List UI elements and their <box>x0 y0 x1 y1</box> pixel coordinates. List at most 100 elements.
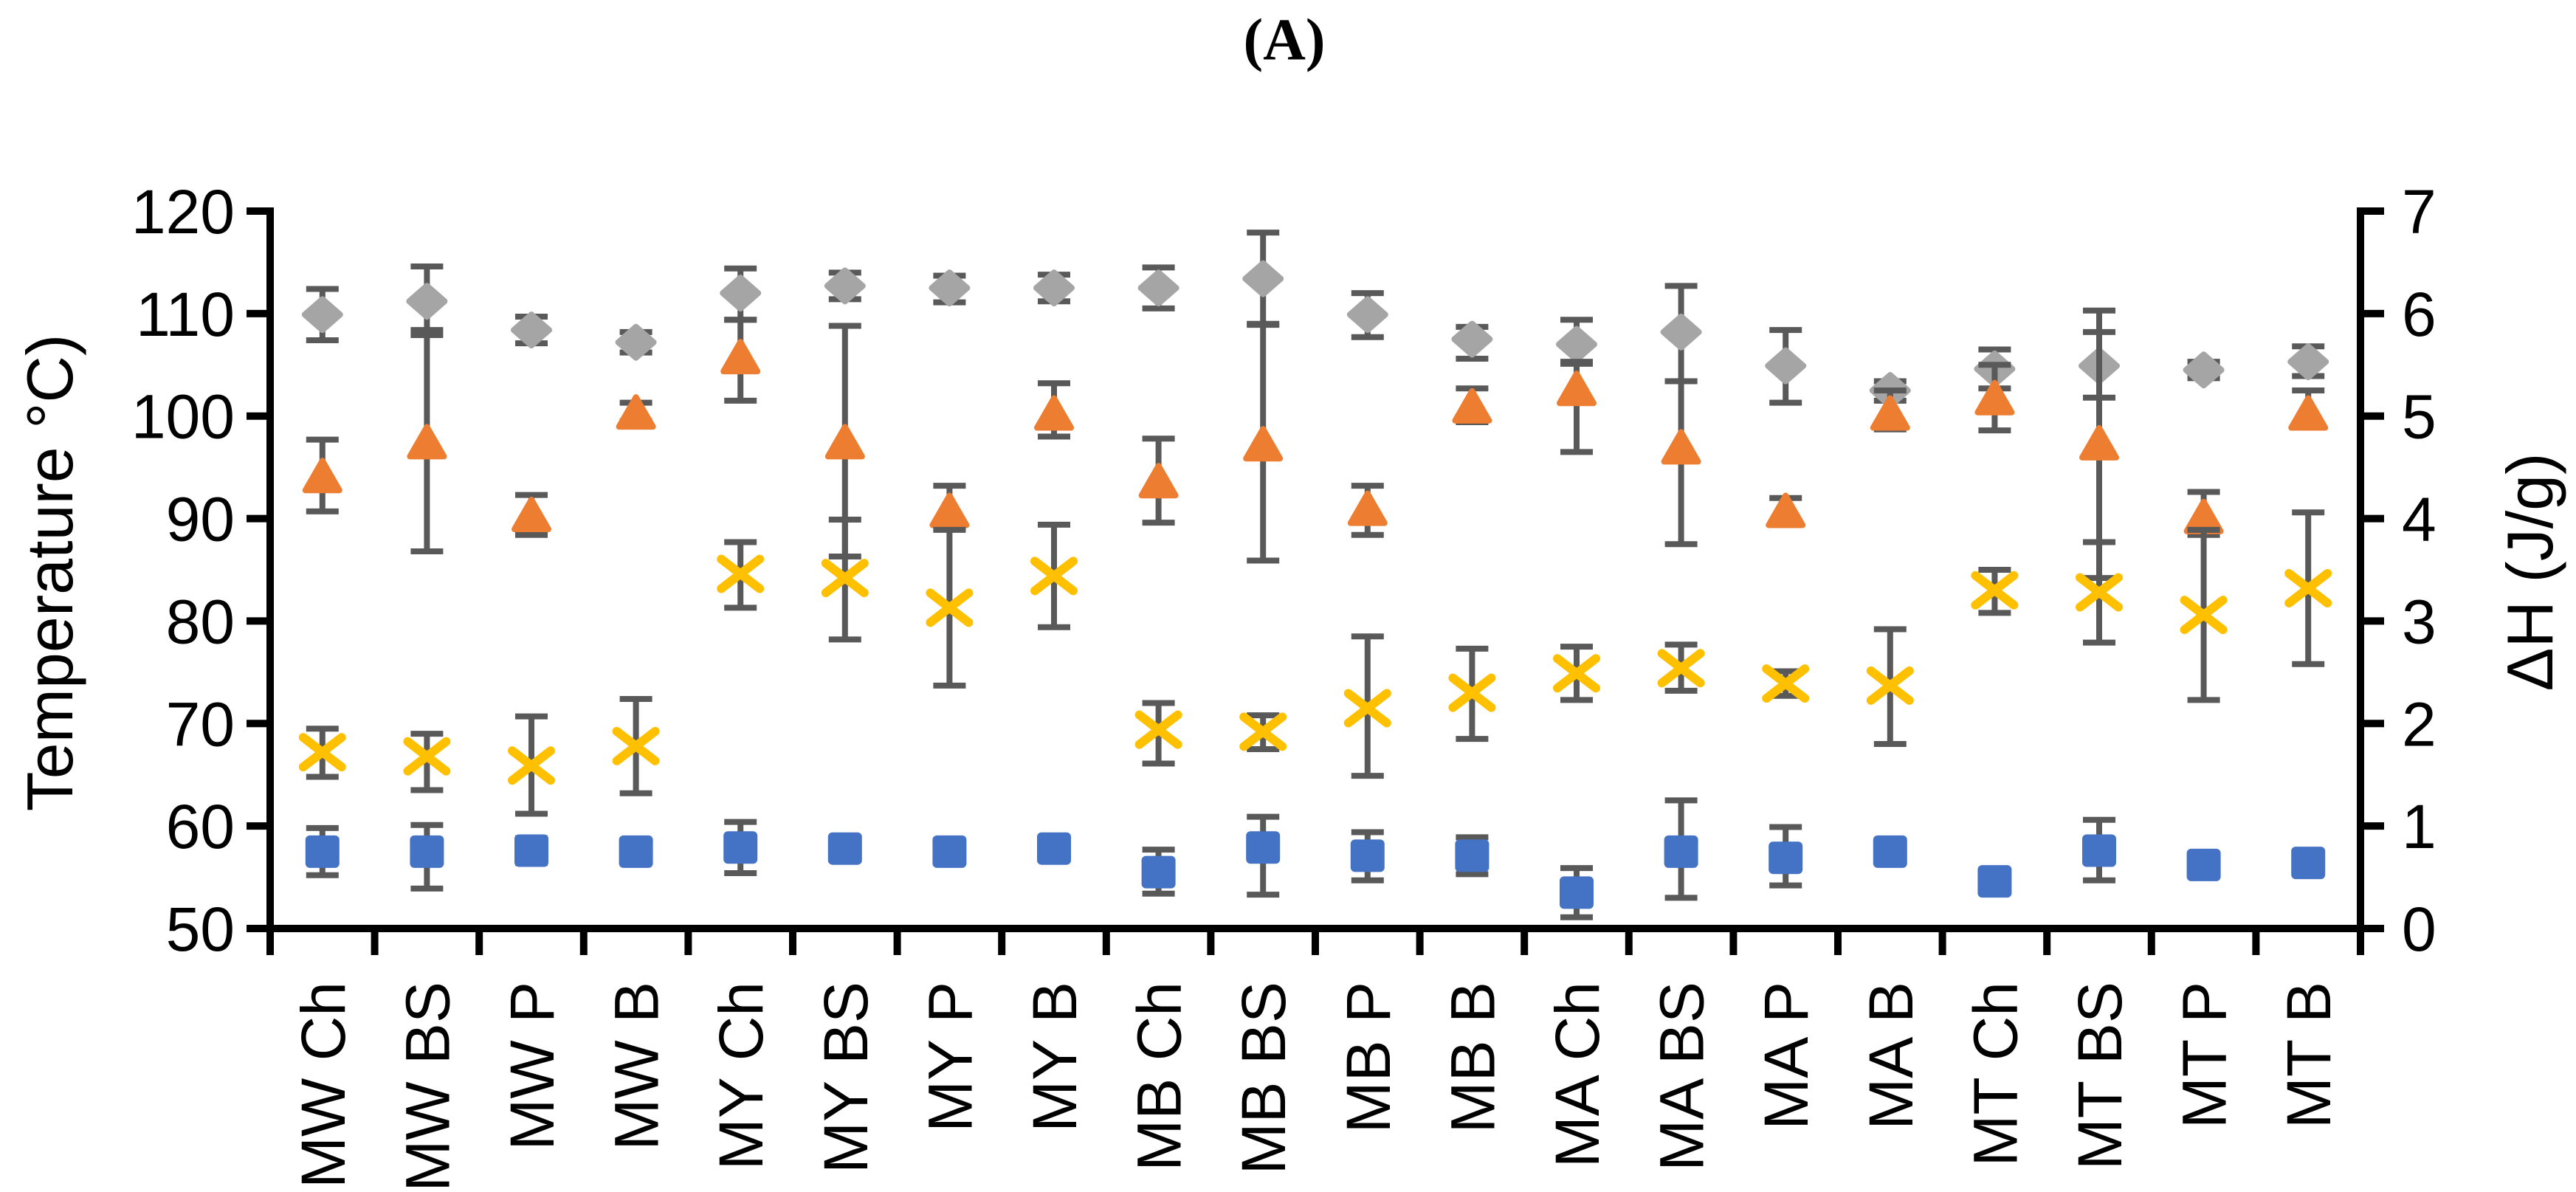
x-marker-icon <box>821 559 869 598</box>
square-marker-icon <box>1664 835 1698 868</box>
x-category-label: MT P <box>2170 982 2239 1129</box>
triangle-marker-icon <box>1766 492 1806 528</box>
x-category-label: MW P <box>497 982 567 1151</box>
chart-title: (A) <box>1243 7 1326 73</box>
x-marker-icon <box>1762 664 1810 703</box>
triangle-marker-icon <box>720 339 761 375</box>
x-marker-icon <box>403 737 451 776</box>
diamond-marker-icon <box>1242 260 1284 297</box>
square-marker-icon <box>1141 855 1176 889</box>
x-category-label: MB BS <box>1229 982 1298 1174</box>
x-marker-icon <box>1239 712 1287 751</box>
x-category-label: MT BS <box>2065 982 2135 1170</box>
left-axis-tick-label: 120 <box>131 177 235 247</box>
x-marker-icon <box>2180 596 2228 635</box>
square-marker-icon <box>1873 835 1907 868</box>
triangle-marker-icon <box>1243 426 1284 462</box>
x-category-label: MY B <box>1020 982 1089 1132</box>
square-marker-icon <box>2291 847 2326 880</box>
square-marker-icon <box>410 835 444 868</box>
square-marker-icon <box>1560 876 1594 909</box>
diamond-marker-icon <box>1033 269 1075 307</box>
square-marker-icon <box>305 835 340 868</box>
triangle-marker-icon <box>824 424 865 460</box>
square-marker-icon <box>1037 832 1071 865</box>
diamond-marker-icon <box>1765 347 1807 385</box>
square-marker-icon <box>723 831 758 864</box>
x-marker-icon <box>1030 557 1078 596</box>
right-axis-tick-label: 4 <box>2402 485 2436 554</box>
left-axis-tick-label: 100 <box>131 382 235 452</box>
square-marker-icon <box>619 835 653 868</box>
square-marker-icon <box>1350 839 1385 872</box>
x-marker-icon <box>1134 710 1182 749</box>
x-marker-icon <box>508 746 555 785</box>
diamond-marker-icon <box>406 283 448 320</box>
x-category-label: MW BS <box>393 982 462 1192</box>
diamond-marker-icon <box>1451 320 1493 358</box>
left-axis-tick-label: 50 <box>166 895 235 964</box>
x-category-label: MW Ch <box>289 982 358 1188</box>
left-axis-tick-label: 80 <box>166 587 235 656</box>
square-marker-icon <box>1977 865 2012 898</box>
x-category-label: MA BS <box>1647 982 1717 1171</box>
triangle-marker-icon <box>2079 424 2119 461</box>
triangle-marker-icon <box>2183 498 2224 534</box>
triangle-marker-icon <box>616 394 656 430</box>
diamond-marker-icon <box>2183 351 2225 389</box>
right-axis-tick-label: 3 <box>2402 587 2436 656</box>
square-marker-icon <box>1246 831 1281 864</box>
right-axis-tick-label: 5 <box>2402 382 2436 452</box>
triangle-marker-icon <box>1557 371 1597 407</box>
left-axis-tick-label: 70 <box>166 689 235 759</box>
x-category-label: MB P <box>1334 982 1403 1133</box>
x-marker-icon <box>2076 573 2123 612</box>
square-marker-icon <box>827 832 862 865</box>
x-category-label: MA Ch <box>1543 982 1612 1168</box>
square-marker-icon <box>1769 841 1803 875</box>
right-axis-tick-label: 7 <box>2402 177 2436 247</box>
x-category-label: MB B <box>1438 982 1507 1133</box>
x-category-label: MW B <box>602 982 672 1151</box>
square-marker-icon <box>932 835 967 868</box>
diamond-marker-icon <box>511 311 552 349</box>
diamond-marker-icon <box>615 323 657 361</box>
triangle-marker-icon <box>1452 387 1492 424</box>
right-axis-tick-label: 1 <box>2402 792 2436 861</box>
diamond-marker-icon <box>1556 325 1597 363</box>
triangle-marker-icon <box>2288 395 2329 431</box>
x-marker-icon <box>1866 666 1914 705</box>
diamond-marker-icon <box>824 267 866 305</box>
diamond-marker-icon <box>2287 343 2329 381</box>
x-marker-icon <box>1971 571 2019 610</box>
diamond-marker-icon <box>1660 313 1702 351</box>
x-category-label: MA P <box>1752 982 1821 1130</box>
x-marker-icon <box>926 588 974 627</box>
left-axis-tick-label: 60 <box>166 792 235 861</box>
diamond-marker-icon <box>720 275 762 312</box>
x-marker-icon <box>1448 673 1496 712</box>
square-marker-icon <box>2082 834 2116 867</box>
triangle-marker-icon <box>1870 395 1910 431</box>
x-category-label: MT B <box>2274 982 2343 1129</box>
triangle-marker-icon <box>1974 379 2015 416</box>
triangle-marker-icon <box>1661 429 1701 465</box>
left-axis-tick-label: 110 <box>136 280 235 349</box>
x-category-label: MY BS <box>811 982 881 1174</box>
diamond-marker-icon <box>301 296 343 334</box>
square-marker-icon <box>1455 839 1490 872</box>
diamond-marker-icon <box>1346 296 1388 334</box>
triangle-marker-icon <box>1138 463 1179 499</box>
diamond-marker-icon <box>1137 269 1179 307</box>
triangle-marker-icon <box>1034 395 1074 431</box>
x-category-label: MY Ch <box>706 982 776 1170</box>
x-category-label: MA B <box>1856 982 1926 1130</box>
square-marker-icon <box>514 834 548 867</box>
diamond-marker-icon <box>929 269 971 307</box>
triangle-marker-icon <box>512 497 551 533</box>
left-axis-tick-label: 90 <box>166 485 235 554</box>
x-category-label: MT Ch <box>1960 982 2030 1166</box>
x-category-label: MB Ch <box>1125 982 1194 1171</box>
right-axis-tick-label: 6 <box>2402 280 2436 349</box>
